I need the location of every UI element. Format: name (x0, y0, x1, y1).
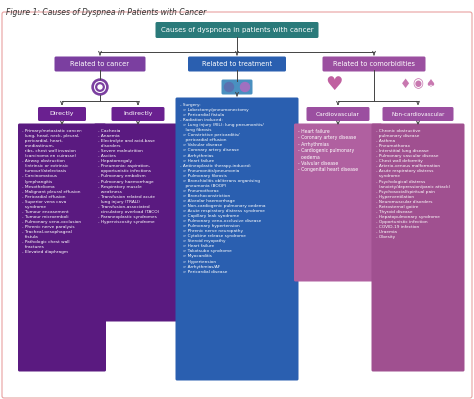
Text: Related to comorbidities: Related to comorbidities (333, 61, 415, 67)
FancyBboxPatch shape (294, 124, 382, 282)
Text: ♦: ♦ (401, 77, 411, 91)
FancyBboxPatch shape (2, 12, 472, 398)
Text: Non-cardiovascular: Non-cardiovascular (392, 111, 445, 117)
FancyBboxPatch shape (383, 107, 454, 121)
Text: - Surgery:
  > Lobectomy/pneumonectomy
  > Pericardial fistula
- Radiation induc: - Surgery: > Lobectomy/pneumonectomy > P… (180, 103, 265, 274)
FancyBboxPatch shape (155, 22, 319, 38)
FancyBboxPatch shape (111, 107, 164, 121)
Text: Related to treatment: Related to treatment (202, 61, 272, 67)
Circle shape (240, 83, 249, 91)
FancyBboxPatch shape (188, 57, 286, 71)
FancyBboxPatch shape (94, 124, 182, 322)
FancyBboxPatch shape (55, 57, 146, 71)
FancyBboxPatch shape (372, 124, 465, 371)
Circle shape (225, 83, 234, 91)
FancyBboxPatch shape (307, 107, 370, 121)
Text: Cardiovascular: Cardiovascular (316, 111, 360, 117)
Circle shape (98, 85, 102, 89)
Text: - Chronic obstructive
  pulmonary disease
- Asthma
- Pneumothorax
- Interstitial: - Chronic obstructive pulmonary disease … (376, 129, 450, 239)
Text: ◉: ◉ (412, 77, 423, 91)
Text: - Primary/metastatic cancer:
  lung, head, neck, pleural,
  pericardial, heart,
: - Primary/metastatic cancer: lung, head,… (22, 129, 83, 254)
Text: Figure 1: Causes of Dyspnea in Patients with Cancer: Figure 1: Causes of Dyspnea in Patients … (6, 8, 206, 17)
FancyBboxPatch shape (221, 79, 253, 95)
Text: - Cachexia
- Anaemia
- Electrolyte and acid-base
  disorders
- Severe malnutriti: - Cachexia - Anaemia - Electrolyte and a… (99, 129, 160, 224)
Text: Indirectly: Indirectly (123, 111, 153, 117)
Text: ♥: ♥ (325, 75, 343, 93)
Text: ♠: ♠ (425, 79, 435, 89)
Text: - Heart failure
- Coronary artery disease
- Arrhythmias
- Cardiogenic pulmonary
: - Heart failure - Coronary artery diseas… (299, 129, 359, 172)
FancyBboxPatch shape (38, 107, 86, 121)
FancyBboxPatch shape (18, 124, 106, 371)
Text: Directly: Directly (50, 111, 74, 117)
Text: Causes of dyspnoea in patients with cancer: Causes of dyspnoea in patients with canc… (161, 27, 313, 33)
FancyBboxPatch shape (322, 57, 426, 71)
Circle shape (92, 79, 108, 95)
Text: Related to cancer: Related to cancer (71, 61, 129, 67)
FancyBboxPatch shape (175, 97, 299, 381)
